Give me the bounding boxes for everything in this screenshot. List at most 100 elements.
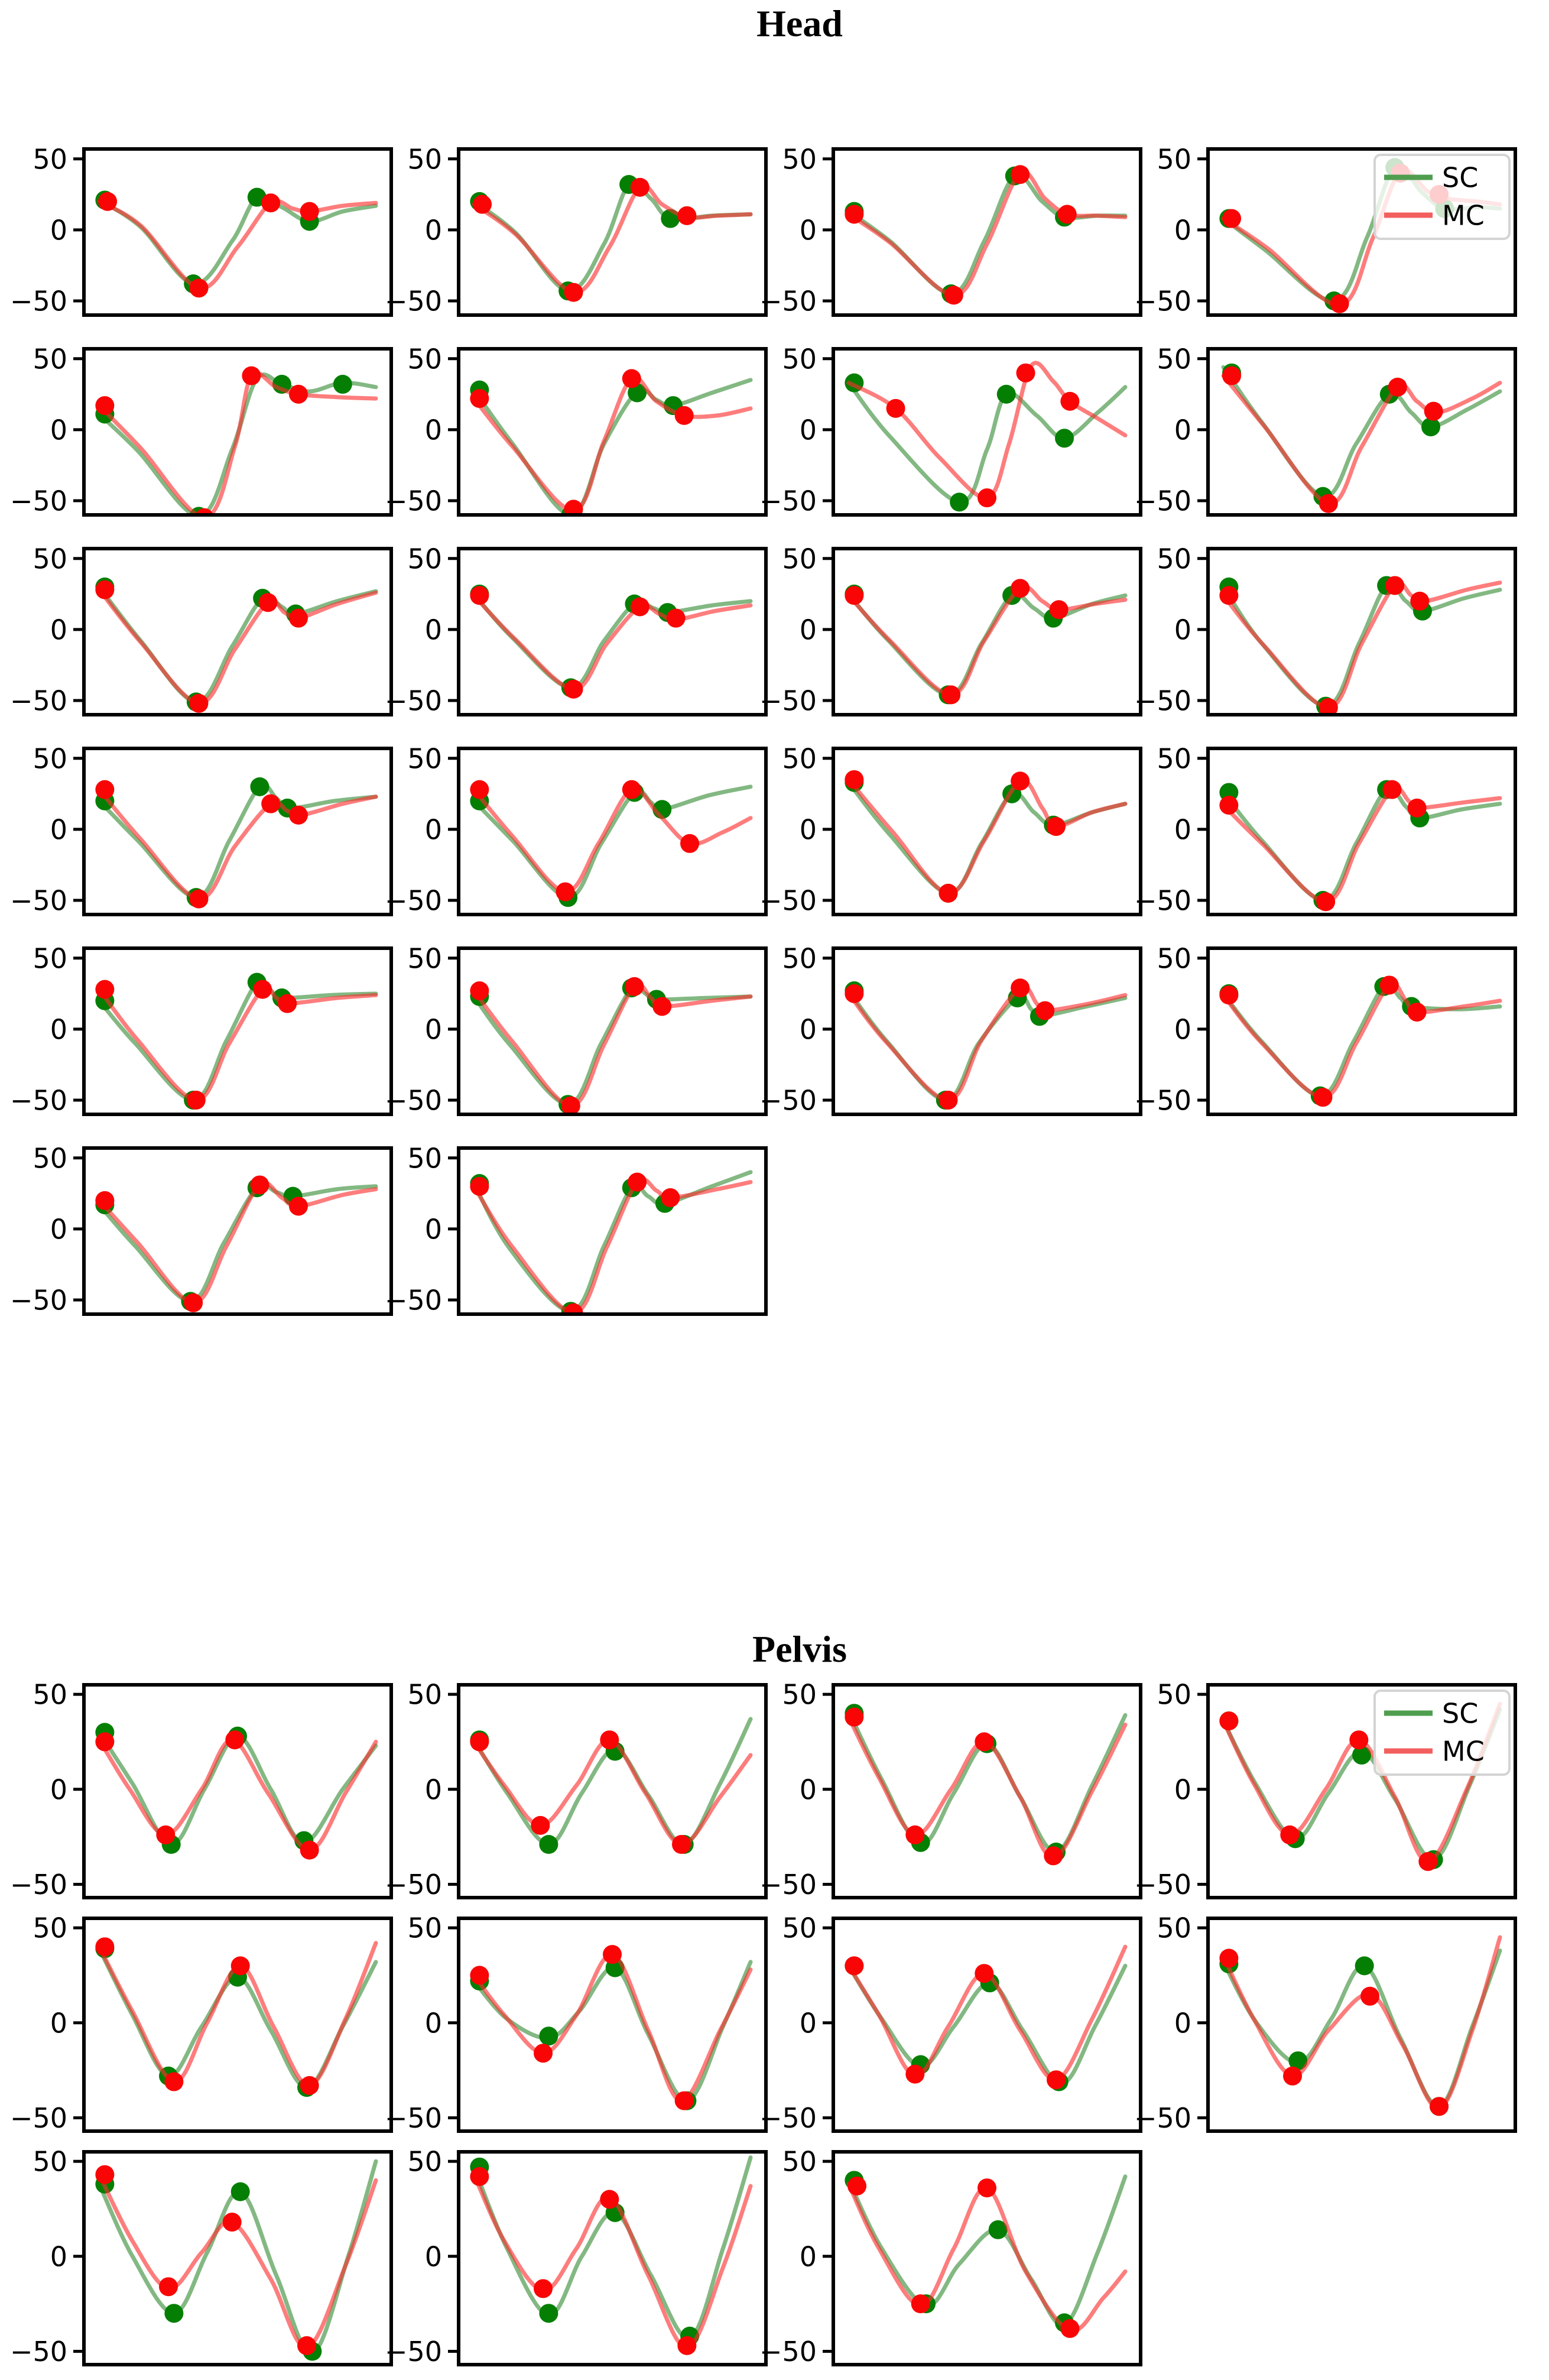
mc-marker [184,1293,203,1312]
mc-marker [630,597,650,617]
mc-curve [472,183,753,295]
mc-marker [473,194,492,214]
subplot-head-r4c3: 50 0 −50 [759,742,1142,917]
mc-curve [1221,581,1502,710]
y-tick-label: −50 [385,685,442,717]
plot-border [832,547,1142,716]
y-tick-label: 50 [1157,143,1191,175]
y-tick-label: 0 [1174,1013,1191,1045]
y-tick-label: 50 [1157,543,1191,575]
mc-marker [845,1707,864,1727]
mc-marker [845,1956,864,1976]
mc-marker [1219,1711,1239,1731]
mc-marker [288,1197,308,1216]
mc-marker [564,1303,583,1314]
y-tick-label: 50 [782,143,817,175]
sc-marker [230,2182,250,2201]
plot-border [82,547,393,716]
y-tick-label: 0 [50,1213,67,1245]
plot-border [82,747,393,916]
mc-marker [1280,1825,1300,1844]
plot-border [457,747,768,916]
plot-border [82,1917,393,2133]
mc-marker [95,980,115,999]
y-tick-label: 0 [425,1773,442,1805]
mc-marker [288,608,308,628]
sc-curve [472,1960,753,2103]
mc-marker [95,1191,115,1210]
sc-marker [1355,1956,1374,1976]
mc-marker [1222,366,1242,385]
y-tick-label: 50 [1157,942,1191,974]
mc-marker [470,780,489,799]
mc-curve [97,985,378,1103]
sc-curve [97,977,378,1103]
plot-border [832,946,1142,1116]
y-tick-label: −50 [385,1085,442,1117]
mc-marker [1011,771,1030,791]
y-tick-label: 0 [1174,813,1191,845]
mc-marker [470,389,489,408]
sc-marker [1288,2051,1308,2071]
y-tick-label: 0 [50,414,67,446]
mc-marker [661,1188,680,1208]
mc-marker [674,2091,694,2110]
y-tick-label: −50 [1134,1085,1191,1117]
mc-marker [98,192,118,211]
mc-marker [1057,205,1077,224]
subplot-pelvis-r1c4: 50 0 −50 SC MC [1134,1679,1517,1901]
plot-border [457,347,768,517]
y-tick-label: −50 [1134,286,1191,317]
mc-marker [95,396,115,416]
y-tick-label: 50 [407,942,442,974]
mc-curve [472,593,753,692]
mc-curve [97,199,378,291]
mc-marker [1044,1846,1063,1866]
mc-marker [95,1732,115,1752]
mc-marker [677,2336,697,2355]
y-tick-label: −50 [385,2336,442,2368]
mc-marker [195,508,214,515]
subplot-head-r1c4: 50 0 −50 SC MC [1134,143,1517,317]
subplot-pelvis-r2c1: 50 0 −50 [10,1912,393,2134]
plot-border [457,147,768,317]
subplot-head-r6c2: 50 0 −50 [385,1142,768,1317]
mc-marker [944,286,963,305]
y-tick-label: −50 [10,1285,67,1317]
mc-marker [1016,363,1035,382]
y-tick-label: 50 [1157,1679,1191,1711]
mc-marker [95,1937,115,1957]
mc-marker [1219,586,1239,605]
y-tick-label: 50 [1157,742,1191,774]
sc-marker [1421,417,1440,437]
plot-border [457,946,768,1116]
mc-marker [886,398,905,418]
plot-border [1206,1917,1517,2133]
y-tick-label: 0 [50,2240,67,2272]
mc-marker [603,1945,622,1964]
subplot-pelvis-r1c3: 50 0 −50 [759,1679,1142,1901]
mc-marker [1047,2070,1066,2090]
mc-marker [1011,579,1030,598]
mc-marker [300,202,319,221]
y-tick-label: −50 [759,685,817,717]
subplot-head-r4c4: 50 0 −50 [1134,742,1517,917]
mc-marker [1035,1001,1055,1020]
mc-curve [1221,786,1502,904]
plot-border [82,946,393,1116]
sc-curve [97,783,378,900]
y-tick-label: 0 [50,1013,67,1045]
y-tick-label: −50 [10,685,67,717]
mc-marker [288,384,308,404]
mc-marker [845,770,864,789]
mc-marker [905,2064,925,2084]
mc-marker [674,406,694,425]
y-tick-label: 50 [407,2146,442,2178]
y-tick-label: 50 [407,343,442,375]
mc-marker [978,2178,996,2198]
mc-marker [1219,796,1239,815]
y-tick-label: −50 [1134,1869,1191,1901]
y-tick-label: 0 [1174,414,1191,446]
mc-marker [625,977,644,996]
mc-curve [97,588,378,706]
